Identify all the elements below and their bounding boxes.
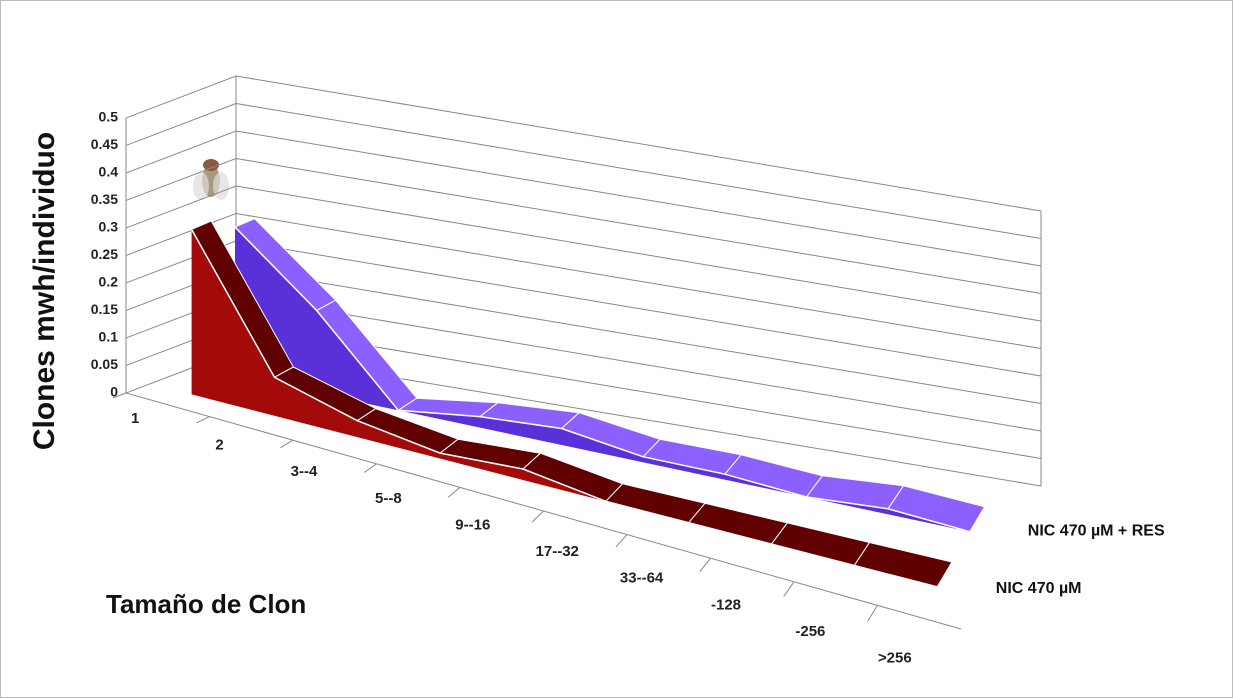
ribbon-top — [606, 484, 705, 523]
x-tick-label: 2 — [215, 437, 223, 454]
x-tick-label: 17--32 — [536, 543, 579, 560]
x-tick-label: >256 — [878, 650, 912, 667]
ribbon-top — [854, 543, 952, 587]
x-axis-title: Tamaño de Clon — [106, 589, 306, 619]
x-tick-label: -128 — [711, 596, 741, 613]
y-tick-label: 0.05 — [91, 356, 118, 372]
y-axis-title: Clones mwh/individuo — [28, 132, 61, 450]
chart: Clones mwh/individuo Tamaño de Clon 00.0… — [1, 1, 1232, 697]
y-tick-label: 0.1 — [99, 329, 119, 345]
legend-label: NIC 470 µM + RES — [1028, 523, 1165, 540]
y-tick-label: 0.2 — [99, 274, 119, 290]
y-tick-label: 0.3 — [99, 219, 119, 235]
x-tick — [364, 464, 376, 473]
x-tick-label: 3--4 — [291, 463, 318, 480]
y-tick-label: 0.45 — [91, 136, 118, 152]
x-tick — [700, 558, 711, 572]
x-tick — [868, 605, 878, 621]
x-tick-label: -256 — [795, 623, 825, 640]
x-tick — [281, 440, 293, 447]
x-tick — [616, 535, 627, 547]
y-tick-label: 0.35 — [91, 191, 118, 207]
y-tick-label: 0.4 — [99, 164, 119, 180]
legend-label: NIC 470 µM — [996, 580, 1082, 597]
y-tick-label: 0.15 — [91, 301, 118, 317]
x-tick — [532, 511, 543, 522]
x-tick-label: 9--16 — [455, 516, 490, 533]
ribbon-top — [888, 486, 984, 532]
ribbon-top — [725, 455, 822, 497]
x-tick — [784, 582, 794, 597]
y-tick-label: 0.5 — [99, 109, 119, 125]
x-tick — [197, 417, 210, 423]
x-tick-label: 33--64 — [620, 570, 664, 587]
ribbon-top — [772, 523, 870, 566]
y-tick-label: 0.25 — [91, 246, 118, 262]
x-tick — [448, 487, 460, 497]
ribbon-top — [689, 503, 788, 544]
x-tick-label: 1 — [131, 410, 139, 427]
page: Clones mwh/individuo Tamaño de Clon 00.0… — [0, 0, 1233, 698]
x-tick-label: 5--8 — [375, 490, 402, 507]
fly-icon — [193, 159, 229, 200]
